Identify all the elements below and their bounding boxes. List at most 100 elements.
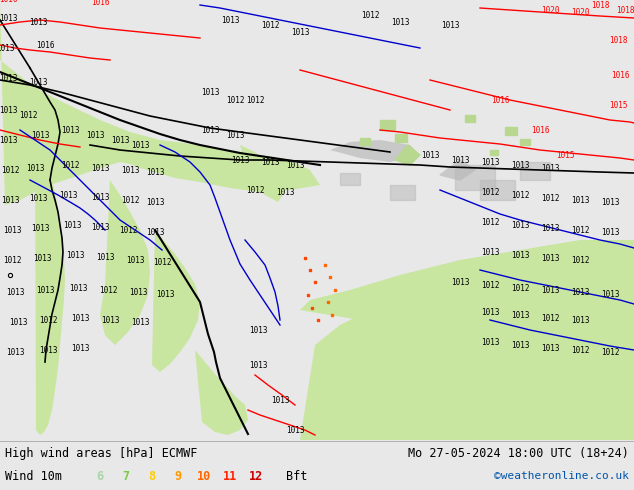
Text: 1013: 1013 [68,284,87,293]
Text: 1013: 1013 [0,105,17,115]
Polygon shape [440,160,475,180]
Text: 1012: 1012 [1,166,19,174]
Text: 1013: 1013 [249,325,268,335]
Text: 1013: 1013 [26,164,44,172]
Text: 1013: 1013 [1,196,19,204]
Polygon shape [360,138,370,145]
Text: 1016: 1016 [491,96,509,104]
Text: 1016: 1016 [91,0,109,6]
Text: 1013: 1013 [541,286,559,294]
Polygon shape [455,165,495,190]
Polygon shape [195,350,248,435]
Text: 1013: 1013 [131,141,149,149]
Text: 1016: 1016 [36,41,55,49]
Text: 1012: 1012 [511,191,529,199]
Text: 1013: 1013 [541,223,559,233]
Text: 1012: 1012 [61,161,79,170]
Text: 1016: 1016 [611,71,630,79]
Text: 1013: 1013 [391,18,410,26]
Text: 1012: 1012 [119,225,137,235]
Polygon shape [520,162,550,180]
Text: 1012: 1012 [39,316,57,324]
Text: 1013: 1013 [33,253,51,263]
Text: 1013: 1013 [0,136,17,145]
Polygon shape [100,180,150,345]
Text: 1013: 1013 [451,277,469,287]
Text: 1013: 1013 [29,77,48,87]
Polygon shape [465,115,475,122]
Text: 1013: 1013 [511,161,529,170]
Text: 1012: 1012 [481,218,499,226]
Polygon shape [380,120,395,130]
Text: 1013: 1013 [601,290,619,298]
Text: 8: 8 [148,469,155,483]
Text: 1013: 1013 [36,286,55,294]
Text: 1013: 1013 [29,194,48,202]
Text: 1013: 1013 [61,125,79,135]
Text: 1013: 1013 [29,18,48,26]
Text: 1012: 1012 [120,196,139,204]
Text: 1012: 1012 [99,286,117,294]
Polygon shape [390,185,415,200]
Text: 1012: 1012 [571,345,589,355]
Text: 1013: 1013 [571,288,589,296]
Text: 1013: 1013 [3,225,22,235]
Text: 1012: 1012 [541,194,559,202]
Text: 11: 11 [223,469,237,483]
Text: 1013: 1013 [451,155,469,165]
Polygon shape [152,230,200,372]
Polygon shape [340,173,360,185]
Text: 1013: 1013 [261,157,279,167]
Text: 1013: 1013 [96,252,114,262]
Text: 1013: 1013 [571,196,589,204]
Polygon shape [395,145,420,165]
Text: 1013: 1013 [201,88,219,97]
Text: 1013: 1013 [286,161,304,170]
Text: 1013: 1013 [91,193,109,201]
Text: 1013: 1013 [86,130,104,140]
Text: 1013: 1013 [511,220,529,229]
Polygon shape [330,140,420,162]
Text: 1012: 1012 [511,284,529,293]
Text: 1013: 1013 [66,250,84,260]
Text: High wind areas [hPa] ECMWF: High wind areas [hPa] ECMWF [5,446,197,460]
Polygon shape [0,0,320,205]
Text: 1012: 1012 [261,21,279,29]
Text: 1013: 1013 [511,341,529,349]
Text: 1018: 1018 [591,0,609,9]
Text: 1013: 1013 [571,316,589,324]
Text: 1013: 1013 [59,191,77,199]
Text: 1013: 1013 [441,21,459,29]
Text: 1012: 1012 [3,255,22,265]
Text: 1013: 1013 [601,197,619,206]
Text: 1013: 1013 [131,318,149,326]
Text: 1013: 1013 [0,74,17,82]
Text: 1018: 1018 [609,35,627,45]
Text: 1013: 1013 [201,125,219,135]
Text: 1012: 1012 [571,225,589,235]
Polygon shape [490,150,498,155]
Polygon shape [505,127,517,135]
Text: 1013: 1013 [286,425,304,435]
Text: 1013: 1013 [71,343,89,352]
Text: 1013: 1013 [39,345,57,355]
Text: 1013: 1013 [511,250,529,260]
Text: 1013: 1013 [481,157,499,167]
Text: 1013: 1013 [31,130,49,140]
Text: 1012: 1012 [601,347,619,357]
Text: 1013: 1013 [91,164,109,172]
Text: 1013: 1013 [91,222,109,231]
Text: 1013: 1013 [249,361,268,369]
Text: 1013: 1013 [129,288,147,296]
Text: 1013: 1013 [156,290,174,298]
Text: 1013: 1013 [231,155,249,165]
Text: 1020: 1020 [541,5,559,15]
Text: 1013: 1013 [126,255,145,265]
Text: 7: 7 [122,469,129,483]
Text: 1013: 1013 [6,288,24,296]
Text: 1013: 1013 [146,227,164,237]
Text: 6: 6 [96,469,103,483]
Polygon shape [520,139,530,145]
Polygon shape [480,180,515,200]
Text: 1015: 1015 [556,150,574,160]
